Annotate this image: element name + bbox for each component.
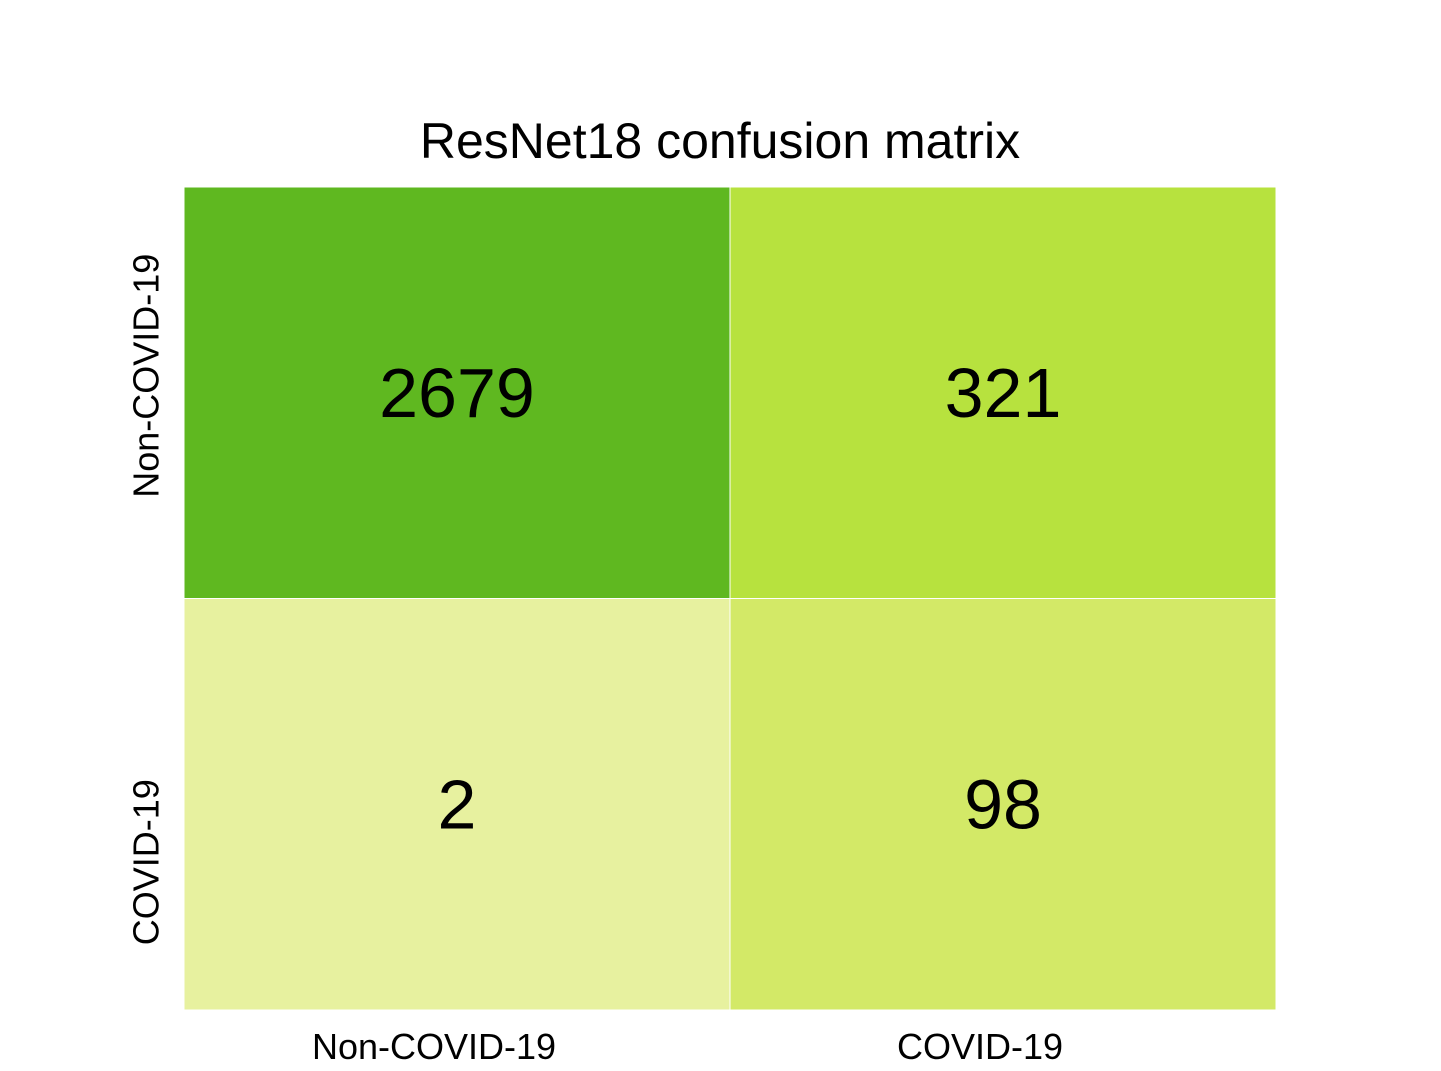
x-tick-label: COVID-19 [897, 1026, 1063, 1067]
plot-area: 2679 321 2 98 [183, 186, 1277, 1011]
y-tick-label: Non-COVID-19 [126, 254, 167, 498]
x-axis-tick-labels: Non-COVID-19 COVID-19 [312, 1026, 1063, 1067]
heatmap-cell-r0-c1 [729, 186, 1277, 599]
x-tick-label: Non-COVID-19 [312, 1026, 556, 1067]
y-tick-label: COVID-19 [126, 779, 167, 945]
heatmap-cell-r1-c0 [183, 598, 731, 1011]
cell-value-label-r1-c1: 98 [964, 765, 1042, 843]
cell-value-label-r1-c0: 2 [438, 765, 477, 843]
cell-value-label-r0-c1: 321 [945, 354, 1062, 432]
cell-value-label-r0-c0: 2679 [379, 354, 535, 432]
heatmap-cell-r0-c0 [183, 186, 731, 599]
chart-title: ResNet18 confusion matrix [420, 113, 1020, 169]
heatmap-cell-r1-c1 [729, 598, 1277, 1011]
y-axis-tick-labels: Non-COVID-19 COVID-19 [126, 254, 167, 946]
